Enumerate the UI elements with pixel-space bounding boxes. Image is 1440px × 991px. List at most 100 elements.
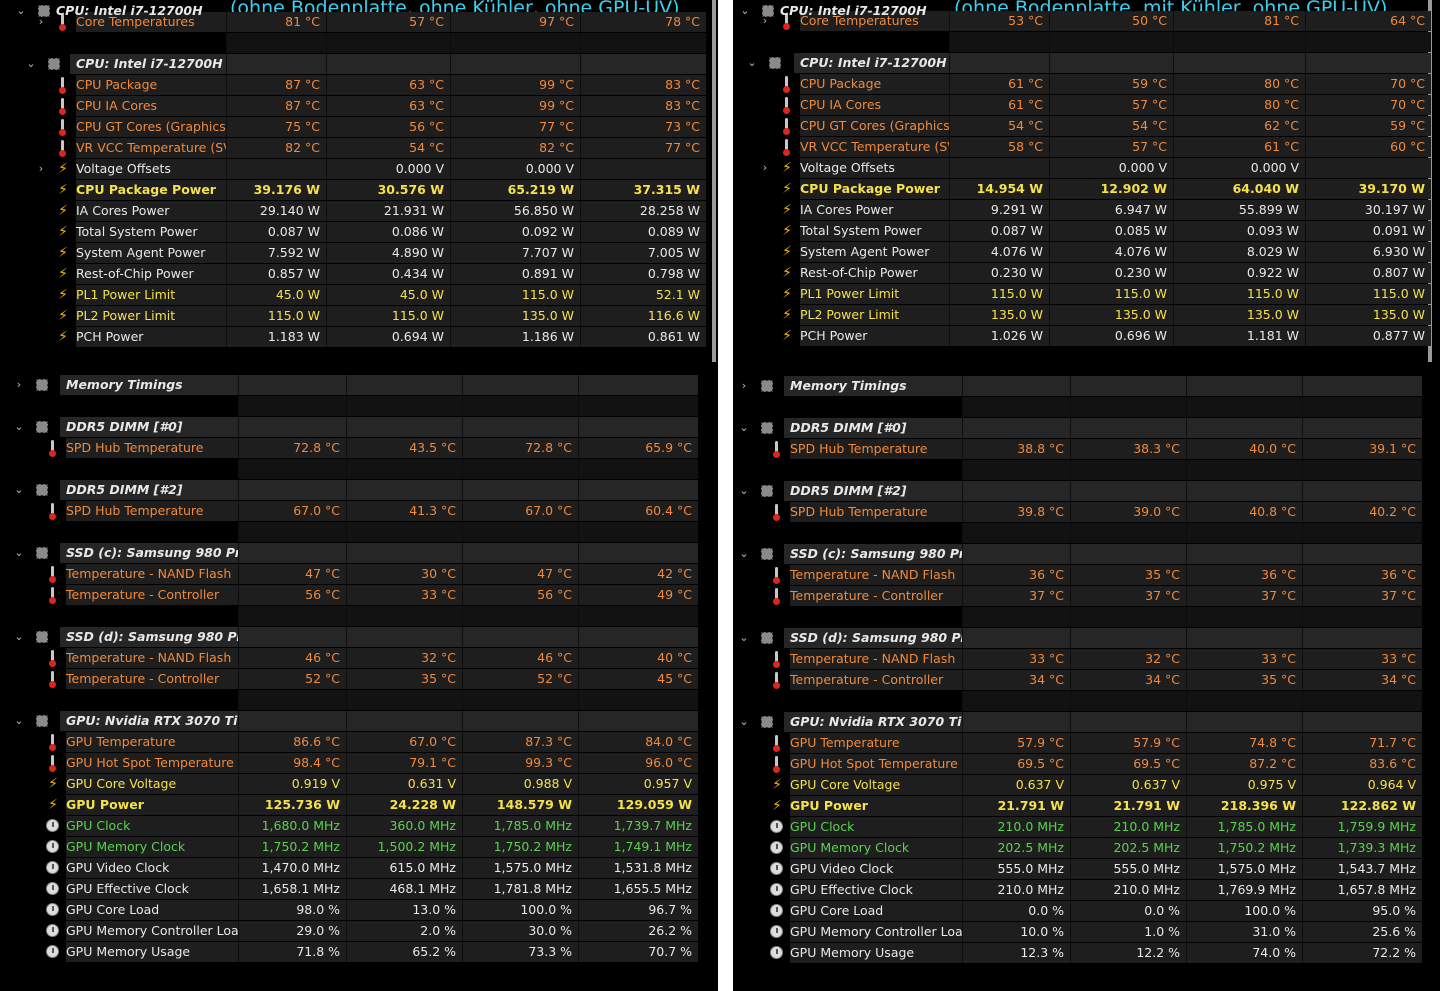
sensor-row[interactable]: ⚡ Rest-of-Chip Power 0.857 W 0.434 W 0.891 W…: [0, 264, 706, 285]
sensor-row[interactable]: ⚡ PL1 Power Limit 115.0 W 115.0 W 115.0 W 115…: [733, 284, 1431, 305]
sensor-row[interactable]: Temperature - NAND Flash 47 °C 30 °C 47 °C 4…: [0, 564, 698, 585]
chevron-right-icon[interactable]: ›: [38, 162, 44, 175]
sensor-row[interactable]: GPU Memory Usage 12.3 % 12.2 % 74.0 % 72.2 %: [733, 943, 1422, 964]
sensor-group-header[interactable]: ⌄ SSD (c): Samsung 980 Pro: [0, 543, 698, 564]
sensor-row[interactable]: CPU Package 87 °C 63 °C 99 °C 83 °C: [0, 75, 706, 96]
sensor-row[interactable]: SPD Hub Temperature 39.8 °C 39.0 °C 40.8 °C…: [733, 502, 1422, 523]
sensor-row[interactable]: Temperature - NAND Flash 36 °C 35 °C 36 °C 3…: [733, 565, 1422, 586]
sensor-row[interactable]: Temperature - NAND Flash 33 °C 32 °C 33 °C 3…: [733, 649, 1422, 670]
chevron-down-icon[interactable]: ⌄: [14, 546, 24, 559]
sensor-row[interactable]: ⚡ CPU Package Power 39.176 W 30.576 W 65.219…: [0, 180, 706, 201]
chevron-right-icon[interactable]: ›: [741, 379, 747, 392]
sensor-row[interactable]: GPU Memory Controller Load 10.0 % 1.0 % 31.…: [733, 922, 1422, 943]
sensor-group-header[interactable]: ⌄ CPU: Intel i7-12700H: [0, 54, 706, 75]
sensor-row[interactable]: GPU Hot Spot Temperature 98.4 °C 79.1 °C 99…: [0, 753, 698, 774]
sensor-row[interactable]: GPU Memory Clock 202.5 MHz 202.5 MHz 1,750.…: [733, 838, 1422, 859]
chevron-down-icon[interactable]: ⌄: [739, 715, 749, 728]
sensor-row[interactable]: CPU IA Cores 61 °C 57 °C 80 °C 70 °C: [733, 95, 1431, 116]
chevron-down-icon[interactable]: ⌄: [16, 4, 26, 17]
sensor-group-header[interactable]: ⌄ GPU: Nvidia RTX 3070 Ti: [733, 712, 1422, 733]
sensor-group-header[interactable]: ⌄ DDR5 DIMM [#2]: [0, 480, 698, 501]
chevron-right-icon[interactable]: ›: [38, 15, 44, 28]
chevron-right-icon[interactable]: ›: [16, 378, 22, 391]
sensor-row[interactable]: ⚡ PL2 Power Limit 135.0 W 135.0 W 135.0 W 135…: [733, 305, 1431, 326]
chevron-right-icon[interactable]: ›: [762, 161, 768, 174]
sensor-row[interactable]: GPU Memory Clock 1,750.2 MHz 1,500.2 MHz 1,…: [0, 837, 698, 858]
sensor-row[interactable]: GPU Effective Clock 1,658.1 MHz 468.1 MHz 1…: [0, 879, 698, 900]
sensor-row[interactable]: GPU Core Load 98.0 % 13.0 % 100.0 % 96.7 %: [0, 900, 698, 921]
sensor-group-header[interactable]: ⌄ CPU: Intel i7-12700H: [733, 53, 1431, 74]
chevron-down-icon[interactable]: ⌄: [739, 547, 749, 560]
sensor-row[interactable]: CPU Package 61 °C 59 °C 80 °C 70 °C: [733, 74, 1431, 95]
chevron-down-icon[interactable]: ⌄: [14, 420, 24, 433]
sensor-row[interactable]: › ⚡ Voltage Offsets 0.000 V 0.000 V: [0, 159, 706, 180]
sensor-row[interactable]: ⚡ Total System Power 0.087 W 0.085 W 0.093 W…: [733, 221, 1431, 242]
sensor-group-header[interactable]: ⌄ GPU: Nvidia RTX 3070 Ti: [0, 711, 698, 732]
chevron-down-icon[interactable]: ⌄: [14, 483, 24, 496]
sensor-row[interactable]: ⚡ GPU Core Voltage 0.637 V 0.637 V 0.975 V 0.…: [733, 775, 1422, 796]
sensor-row[interactable]: ⚡ Total System Power 0.087 W 0.086 W 0.092 W…: [0, 222, 706, 243]
sensor-row[interactable]: SPD Hub Temperature 38.8 °C 38.3 °C 40.0 °C…: [733, 439, 1422, 460]
sensor-group-header[interactable]: › Memory Timings: [0, 375, 698, 396]
chevron-down-icon[interactable]: ⌄: [740, 4, 750, 17]
sensor-row[interactable]: ⚡ PL1 Power Limit 45.0 W 45.0 W 115.0 W 52.1 …: [0, 285, 706, 306]
sensor-group-header[interactable]: ⌄ CPU: Intel i7-12700H: [733, 1, 953, 22]
sensor-row[interactable]: GPU Clock 210.0 MHz 210.0 MHz 1,785.0 MHz 1,…: [733, 817, 1422, 838]
chevron-down-icon[interactable]: ⌄: [739, 631, 749, 644]
chevron-right-icon[interactable]: ›: [762, 14, 768, 27]
sensor-row[interactable]: ⚡ IA Cores Power 9.291 W 6.947 W 55.899 W 30.…: [733, 200, 1431, 221]
sensor-row[interactable]: VR VCC Temperature (SVID)82 °C54 °C82 °C…: [0, 138, 706, 159]
sensor-group-header[interactable]: ⌄ SSD (d): Samsung 980 Pro: [0, 627, 698, 648]
sensor-row[interactable]: ⚡ Rest-of-Chip Power 0.230 W 0.230 W 0.922 W…: [733, 263, 1431, 284]
sensor-row[interactable]: Temperature - Controller 34 °C 34 °C 35 °C 3…: [733, 670, 1422, 691]
chevron-down-icon[interactable]: ⌄: [739, 421, 749, 434]
sensor-value: 135.0 W: [1173, 305, 1305, 325]
sensor-group-header[interactable]: ⌄ DDR5 DIMM [#0]: [733, 418, 1422, 439]
sensor-row[interactable]: Temperature - Controller 37 °C 37 °C 37 °C 3…: [733, 586, 1422, 607]
sensor-row[interactable]: ⚡ GPU Core Voltage 0.919 V 0.631 V 0.988 V 0.…: [0, 774, 698, 795]
sensor-row[interactable]: GPU Temperature 86.6 °C 67.0 °C 87.3 °C 84.0…: [0, 732, 698, 753]
sensor-row[interactable]: › Core Temperatures 81 °C 57 °C 97 °C 78 °C: [0, 12, 706, 33]
sensor-row[interactable]: CPU GT Cores (Graphics) 54 °C 54 °C 62 °C 59…: [733, 116, 1431, 137]
sensor-group-header[interactable]: ⌄ SSD (c): Samsung 980 Pro: [733, 544, 1422, 565]
chevron-down-icon[interactable]: ⌄: [26, 57, 36, 70]
sensor-row[interactable]: › Core Temperatures 53 °C 50 °C 81 °C 64 °C: [733, 11, 1431, 32]
sensor-row[interactable]: SPD Hub Temperature 67.0 °C 41.3 °C 67.0 °C…: [0, 501, 698, 522]
sensor-group-header[interactable]: ⌄ DDR5 DIMM [#2]: [733, 481, 1422, 502]
chevron-down-icon[interactable]: ⌄: [747, 56, 757, 69]
sensor-row[interactable]: GPU Memory Controller Load 29.0 % 2.0 % 30.…: [0, 921, 698, 942]
sensor-row[interactable]: Temperature - Controller 56 °C 33 °C 56 °C 4…: [0, 585, 698, 606]
sensor-group-header[interactable]: ⌄ CPU: Intel i7-12700H: [0, 1, 220, 22]
sensor-row[interactable]: GPU Effective Clock 210.0 MHz 210.0 MHz 1,7…: [733, 880, 1422, 901]
sensor-row[interactable]: CPU GT Cores (Graphics) 75 °C 56 °C 77 °C 73…: [0, 117, 706, 138]
sensor-row[interactable]: GPU Memory Usage 71.8 % 65.2 % 73.3 % 70.7 %: [0, 942, 698, 963]
chevron-down-icon[interactable]: ⌄: [14, 630, 24, 643]
scrollbar[interactable]: [712, 0, 716, 362]
sensor-row[interactable]: ⚡ PCH Power 1.026 W 0.696 W 1.181 W 0.877 W: [733, 326, 1431, 347]
sensor-row[interactable]: ⚡ PL2 Power Limit 115.0 W 115.0 W 135.0 W 116…: [0, 306, 706, 327]
sensor-row[interactable]: SPD Hub Temperature 72.8 °C 43.5 °C 72.8 °C…: [0, 438, 698, 459]
sensor-row[interactable]: Temperature - Controller 52 °C 35 °C 52 °C 4…: [0, 669, 698, 690]
sensor-row[interactable]: GPU Video Clock 1,470.0 MHz 615.0 MHz 1,575…: [0, 858, 698, 879]
sensor-group-header[interactable]: ⌄ DDR5 DIMM [#0]: [0, 417, 698, 438]
sensor-group-header[interactable]: ⌄ SSD (d): Samsung 980 Pro: [733, 628, 1422, 649]
sensor-row[interactable]: ⚡ System Agent Power 4.076 W 4.076 W 8.029 W…: [733, 242, 1431, 263]
sensor-row[interactable]: GPU Video Clock 555.0 MHz 555.0 MHz 1,575.0…: [733, 859, 1422, 880]
sensor-row[interactable]: ⚡ GPU Power 21.791 W 21.791 W 218.396 W 122.8…: [733, 796, 1422, 817]
sensor-row[interactable]: ⚡ GPU Power 125.736 W 24.228 W 148.579 W 129.…: [0, 795, 698, 816]
sensor-row[interactable]: ⚡ System Agent Power 7.592 W 4.890 W 7.707 W…: [0, 243, 706, 264]
sensor-group-header[interactable]: › Memory Timings: [733, 376, 1422, 397]
sensor-row[interactable]: › ⚡ Voltage Offsets 0.000 V 0.000 V: [733, 158, 1431, 179]
sensor-row[interactable]: GPU Clock 1,680.0 MHz 360.0 MHz 1,785.0 MHz…: [0, 816, 698, 837]
sensor-row[interactable]: Temperature - NAND Flash 46 °C 32 °C 46 °C 4…: [0, 648, 698, 669]
sensor-row[interactable]: CPU IA Cores 87 °C 63 °C 99 °C 83 °C: [0, 96, 706, 117]
chevron-down-icon[interactable]: ⌄: [14, 714, 24, 727]
sensor-row[interactable]: GPU Hot Spot Temperature 69.5 °C 69.5 °C 87…: [733, 754, 1422, 775]
sensor-row[interactable]: GPU Temperature 57.9 °C 57.9 °C 74.8 °C 71.7…: [733, 733, 1422, 754]
sensor-row[interactable]: ⚡ CPU Package Power 14.954 W 12.902 W 64.040…: [733, 179, 1431, 200]
chevron-down-icon[interactable]: ⌄: [739, 484, 749, 497]
sensor-row[interactable]: ⚡ PCH Power 1.183 W 0.694 W 1.186 W 0.861 W: [0, 327, 706, 348]
sensor-row[interactable]: GPU Core Load 0.0 % 0.0 % 100.0 % 95.0 %: [733, 901, 1422, 922]
sensor-row[interactable]: VR VCC Temperature (SVID)58 °C57 °C61 °C…: [733, 137, 1431, 158]
